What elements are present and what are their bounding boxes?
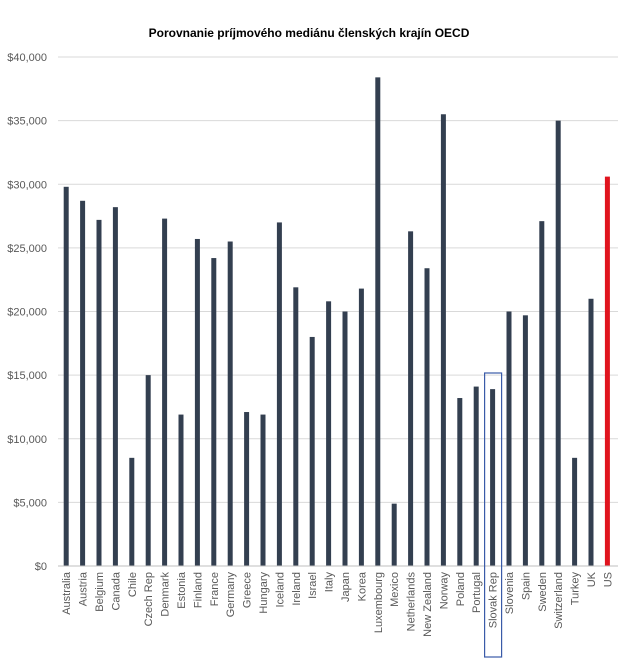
x-tick-label: UK <box>586 571 598 587</box>
x-tick-label: Germany <box>225 572 237 618</box>
y-tick-label: $30,000 <box>7 179 47 191</box>
x-tick-label: Australia <box>61 571 73 615</box>
y-tick-label: $25,000 <box>7 243 47 255</box>
x-tick-label: Slovenia <box>504 571 516 614</box>
x-tick-label: Canada <box>110 571 122 610</box>
x-tick-label: Sweden <box>537 572 549 612</box>
chart-title: Porovnanie príjmového mediánu členských … <box>148 26 470 40</box>
bars <box>63 77 610 567</box>
bar-estonia <box>178 414 184 566</box>
bar-japan <box>342 311 348 566</box>
bar-australia <box>63 186 69 567</box>
bar-luxembourg <box>375 77 381 567</box>
highlight-box <box>484 372 503 658</box>
y-axis-tick-labels: $0 $5,000 $10,000 $15,000 $20,000 $25,000 $30,… <box>7 52 47 573</box>
bar-mexico <box>391 503 397 566</box>
bar-belgium <box>96 219 102 566</box>
y-tick-label: $20,000 <box>7 307 47 319</box>
bar-chile <box>129 457 135 566</box>
bar-israel <box>309 336 315 566</box>
x-tick-label: Turkey <box>570 572 582 606</box>
x-tick-label: Chile <box>127 572 139 597</box>
x-tick-label: Switzerland <box>553 572 565 629</box>
bar-portugal <box>473 386 479 566</box>
bar-italy <box>326 301 332 566</box>
bar-switzerland <box>555 120 561 566</box>
x-tick-label: Korea <box>356 571 368 601</box>
bar-france <box>211 258 217 566</box>
bar-spain <box>522 315 528 566</box>
y-tick-label: $35,000 <box>7 116 47 128</box>
x-tick-label: Netherlands <box>406 572 418 632</box>
bar-ireland <box>293 287 299 566</box>
bar-greece <box>244 412 250 566</box>
bar-hungary <box>260 414 266 566</box>
bar-new-zealand <box>424 268 430 566</box>
y-tick-label: $10,000 <box>7 434 47 446</box>
bar-slovenia <box>506 311 512 566</box>
bar-netherlands <box>408 231 414 566</box>
gridlines <box>58 56 618 503</box>
x-tick-label: Ireland <box>291 572 303 606</box>
x-tick-label: New Zealand <box>422 572 434 637</box>
x-tick-label: Greece <box>242 572 254 608</box>
bar-germany <box>227 241 233 566</box>
x-tick-label: Denmark <box>160 572 172 617</box>
highlight-box-layer <box>484 372 503 658</box>
y-tick-label: $5,000 <box>13 497 47 509</box>
bar-us <box>604 176 610 567</box>
y-tick-label: $0 <box>35 561 47 573</box>
x-tick-label: Finland <box>192 572 204 608</box>
bar-sweden <box>539 221 545 566</box>
bar-slovak-rep <box>490 389 496 566</box>
x-tick-label: Belgium <box>94 572 106 612</box>
bar-uk <box>588 298 594 566</box>
bar-norway <box>440 114 446 566</box>
bar-iceland <box>276 222 282 567</box>
x-tick-label: Luxembourg <box>373 572 385 633</box>
bar-finland <box>194 238 200 566</box>
x-tick-label: Mexico <box>389 572 401 607</box>
bar-poland <box>457 398 463 566</box>
bar-czech-rep <box>145 375 151 566</box>
x-tick-label: Czech Rep <box>143 572 155 626</box>
x-tick-label: Austria <box>78 571 90 606</box>
bar-korea <box>358 288 364 566</box>
x-tick-label: Portugal <box>471 572 483 613</box>
x-tick-label: US <box>602 572 614 587</box>
x-tick-label: Israel <box>307 572 319 599</box>
x-tick-label: France <box>209 572 221 606</box>
bar-austria <box>80 200 86 567</box>
x-tick-label: Norway <box>438 572 450 610</box>
x-tick-label: Japan <box>340 572 352 602</box>
bar-canada <box>112 207 118 566</box>
y-tick-label: $40,000 <box>7 52 47 64</box>
bar-turkey <box>572 457 578 566</box>
x-tick-label: Poland <box>455 572 467 606</box>
x-tick-label: Slovak Rep <box>488 572 500 628</box>
x-tick-label: Hungary <box>258 572 270 614</box>
x-tick-label: Spain <box>520 572 532 600</box>
y-tick-label: $15,000 <box>7 370 47 382</box>
x-tick-label: Estonia <box>176 571 188 609</box>
bar-denmark <box>162 218 168 567</box>
x-tick-label: Italy <box>324 572 336 593</box>
x-tick-label: Iceland <box>274 572 286 607</box>
x-axis-category-labels: Australia Austria Belgium Canada Chile Czech … <box>61 571 614 637</box>
